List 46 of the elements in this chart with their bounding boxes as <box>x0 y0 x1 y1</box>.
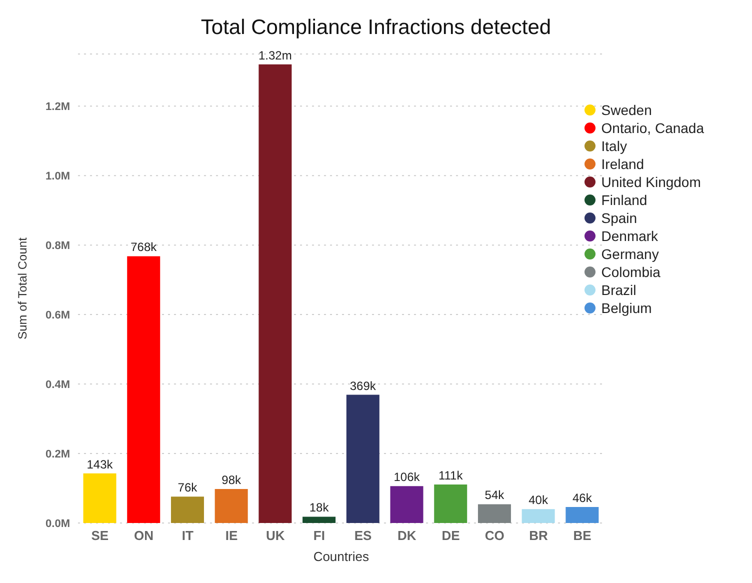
legend-label: Sweden <box>601 101 652 119</box>
data-label: 106k <box>394 470 421 484</box>
data-label: 768k <box>130 240 158 254</box>
data-label: 369k <box>350 378 377 393</box>
legend-label: Spain <box>601 209 638 227</box>
x-tick-label: DK <box>398 528 417 544</box>
x-axis-title: Countries <box>313 549 370 564</box>
x-tick-label: UK <box>266 528 286 544</box>
legend-label: Finland <box>601 191 648 209</box>
data-label: 46k <box>572 491 593 506</box>
data-label: 54k <box>484 488 506 502</box>
chart-title: Total Compliance Infractions detected <box>200 15 552 41</box>
y-tick-label: 0.6M <box>46 309 70 322</box>
y-tick-label: 0.2M <box>46 448 70 460</box>
legend-label: Belgium <box>601 299 652 317</box>
x-tick-label: BE <box>573 528 592 544</box>
data-label: 40k <box>528 493 549 508</box>
legend-label: Denmark <box>601 227 658 245</box>
legend-label: Ireland <box>601 155 644 173</box>
legend-label: Brazil <box>601 281 636 299</box>
data-label: 18k <box>309 500 330 515</box>
y-tick-label: 1.0M <box>46 170 70 182</box>
y-tick-label: 0.8M <box>46 240 70 252</box>
data-label: 1.32m <box>258 48 292 62</box>
legend-label: United Kingdom <box>601 173 701 191</box>
x-tick-label: DE <box>442 528 460 544</box>
x-tick-label: CO <box>484 528 504 544</box>
data-label: 76k <box>178 480 198 495</box>
y-axis-title: Sum of Total Count <box>15 236 30 340</box>
y-tick-label: 1.2M <box>46 101 70 114</box>
legend-label: Germany <box>601 245 659 263</box>
data-label: 111k <box>438 468 464 482</box>
x-tick-label: ON <box>134 528 154 544</box>
y-tick-label: 0.4M <box>46 378 70 391</box>
legend-label: Italy <box>601 137 627 155</box>
legend-label: Colombia <box>601 263 660 281</box>
x-tick-label: IE <box>225 528 238 544</box>
legend-label: Ontario, Canada <box>601 119 704 137</box>
data-label: 143k <box>86 457 114 472</box>
x-tick-label: BR <box>529 528 548 544</box>
x-tick-label: IT <box>182 528 194 544</box>
x-tick-label: FI <box>313 528 325 544</box>
x-tick-label: SE <box>91 528 109 544</box>
data-label: 98k <box>222 472 242 487</box>
y-tick-label: 0.0M <box>46 518 70 530</box>
x-tick-label: ES <box>354 528 372 544</box>
